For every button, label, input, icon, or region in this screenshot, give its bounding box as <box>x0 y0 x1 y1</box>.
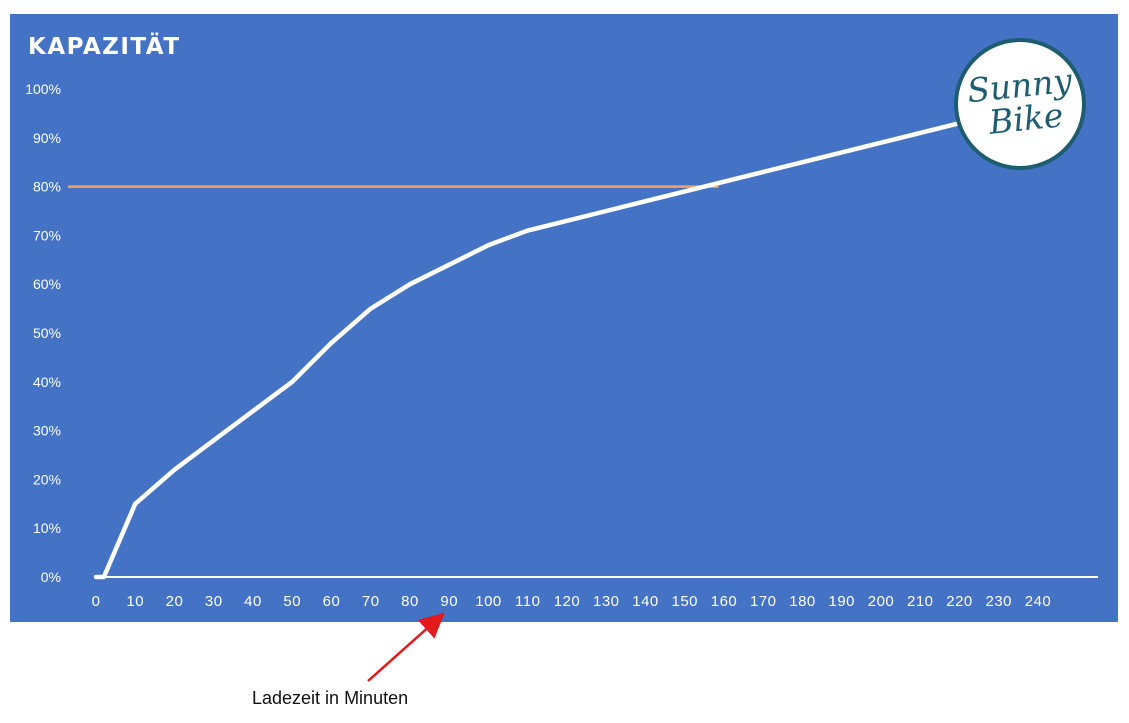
logo-line-2: Bike <box>986 95 1066 142</box>
sunny-bike-logo: Sunny Bike <box>954 38 1086 170</box>
y-tick-label: 90% <box>33 130 61 146</box>
chart-title: KAPAZITÄT <box>28 34 181 60</box>
y-tick-label: 60% <box>33 276 61 292</box>
x-tick-label: 240 <box>1025 593 1052 610</box>
annotation-arrow <box>367 612 445 682</box>
x-tick-label: 90 <box>440 593 458 610</box>
y-tick-label: 70% <box>33 227 61 243</box>
chart-plot: 0% 10% 20% 30% 40% 50% 60% 70% 80% 90% 100% 0 10 20 30… <box>25 81 1098 610</box>
x-tick-label: 130 <box>593 593 620 610</box>
x-tick-label: 150 <box>671 593 698 610</box>
x-tick-label: 40 <box>244 593 262 610</box>
x-tick-label: 0 <box>92 593 101 610</box>
y-tick-label: 100% <box>25 81 61 97</box>
x-tick-label: 30 <box>205 593 223 610</box>
x-tick-label: 10 <box>126 593 144 610</box>
x-tick-label: 170 <box>750 593 777 610</box>
y-tick-label: 20% <box>33 471 61 487</box>
x-tick-label: 190 <box>828 593 855 610</box>
x-axis-label: Ladezeit in Minuten <box>252 688 409 708</box>
chart-panel: 0% 10% 20% 30% 40% 50% 60% 70% 80% 90% 100% 0 10 20 30… <box>10 14 1118 622</box>
y-tick-label: 30% <box>33 423 61 439</box>
capacity-line <box>93 120 962 580</box>
x-tick-label: 20 <box>166 593 184 610</box>
y-tick-label: 0% <box>41 569 61 585</box>
y-tick-label: 10% <box>33 520 61 536</box>
x-tick-label: 140 <box>632 593 659 610</box>
x-tick-label: 180 <box>789 593 816 610</box>
x-tick-label: 50 <box>283 593 301 610</box>
x-tick-label: 120 <box>554 593 581 610</box>
y-tick-label: 50% <box>33 325 61 341</box>
x-tick-label: 110 <box>515 593 540 610</box>
x-tick-label: 100 <box>475 593 502 610</box>
x-tick-label: 200 <box>868 593 895 610</box>
y-tick-label: 40% <box>33 374 61 390</box>
x-tick-label: 230 <box>985 593 1012 610</box>
x-tick-label: 70 <box>362 593 380 610</box>
x-tick-label: 160 <box>711 593 738 610</box>
y-tick-label: 80% <box>33 179 61 195</box>
x-tick-label: 210 <box>907 593 934 610</box>
x-tick-label: 80 <box>401 593 419 610</box>
x-tick-label: 60 <box>323 593 341 610</box>
x-tick-label: 220 <box>946 593 973 610</box>
